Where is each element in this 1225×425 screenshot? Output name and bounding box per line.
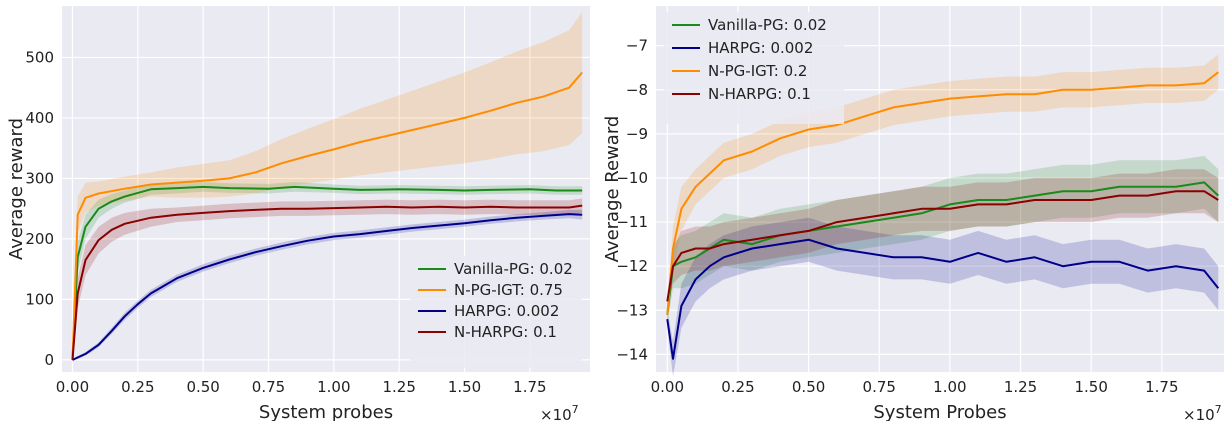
x-tick-label: 1.25 — [382, 378, 415, 396]
series-line-n-pg-igt — [71, 71, 583, 360]
series-band-n-pg-igt — [72, 12, 583, 363]
x-axis-label: System Probes — [873, 402, 1006, 421]
x-tick-label: 1.75 — [513, 378, 546, 396]
x-tick-label: 0.00 — [651, 378, 684, 396]
x-tick-label: 0.50 — [186, 378, 219, 396]
confidence-bands — [72, 12, 583, 363]
series-line-n-pg-igt — [666, 71, 1219, 315]
y-tick-label: −13 — [616, 301, 648, 319]
right-chart: 0.00 0.25 0.50 0.75 1.00 1.25 1.50 1.75 −14 −13 −1… — [602, 6, 1224, 424]
legend: Vanilla-PG: 0.02 HARPG: 0.002 N-PG-IGT: 0.… — [664, 12, 844, 124]
series-band-harpg — [72, 209, 583, 362]
series-band-harpg — [667, 217, 1219, 377]
x-tick-label: 1.50 — [1074, 378, 1107, 396]
y-tick-label: −8 — [626, 81, 648, 99]
y-tick-label: 500 — [25, 48, 54, 66]
y-axis-label: Average reward — [6, 118, 27, 260]
series-line-n-harpg — [71, 204, 583, 360]
y-tick-label: −7 — [626, 37, 648, 55]
legend-label: N-HARPG: 0.1 — [708, 85, 811, 103]
y-tick-label: −10 — [616, 169, 648, 187]
x-tick-label: 1.00 — [933, 378, 966, 396]
y-tick-label: −12 — [616, 257, 648, 275]
series-line-n-harpg — [666, 190, 1219, 302]
y-tick-label: 0 — [44, 351, 54, 369]
y-tick-label: 300 — [25, 169, 54, 187]
y-axis-label: Average Reward — [602, 116, 623, 263]
series-line-vanilla-pg — [71, 185, 583, 360]
legend: Vanilla-PG: 0.02 N-PG-IGT: 0.75 HARPG: 0.0… — [410, 256, 582, 368]
tick-labels: 0.00 0.25 0.50 0.75 1.00 1.25 1.50 1.75 −14 −13 −1… — [616, 37, 1178, 396]
series-lines — [71, 71, 583, 361]
legend-label: HARPG: 0.002 — [708, 39, 813, 57]
x-axis-multiplier: ×107 — [540, 403, 579, 421]
y-tick-label: 100 — [25, 290, 54, 308]
series-line-vanilla-pg — [666, 181, 1219, 315]
x-axis-label: System probes — [259, 402, 393, 421]
x-tick-label: 0.25 — [721, 378, 754, 396]
x-axis-multiplier: ×107 — [1183, 403, 1222, 421]
legend-label: N-HARPG: 0.1 — [454, 323, 557, 341]
y-tick-label: 400 — [25, 109, 54, 127]
x-tick-label: 0.25 — [121, 378, 154, 396]
legend-label: N-PG-IGT: 0.2 — [708, 62, 807, 80]
x-tick-label: 0.50 — [792, 378, 825, 396]
series-line-harpg — [666, 238, 1220, 360]
x-tick-label: 1.00 — [317, 378, 350, 396]
legend-box — [664, 12, 844, 124]
series-band-vanilla-pg — [667, 155, 1219, 324]
x-tick-label: 1.25 — [1004, 378, 1037, 396]
series-band-n-harpg — [72, 198, 583, 363]
tick-labels: 0.00 0.25 0.50 0.75 1.00 1.25 1.50 1.75 0 100 200 3… — [25, 48, 546, 396]
series-band-n-harpg — [667, 169, 1219, 311]
x-tick-label: 1.50 — [448, 378, 481, 396]
series-band-vanilla-pg — [72, 182, 583, 363]
x-tick-label: 0.00 — [56, 378, 89, 396]
legend-label: N-PG-IGT: 0.75 — [454, 281, 563, 299]
legend-label: HARPG: 0.002 — [454, 302, 559, 320]
y-tick-label: −11 — [616, 213, 648, 231]
y-tick-label: 200 — [25, 230, 54, 248]
x-tick-label: 0.75 — [863, 378, 896, 396]
y-tick-label: −14 — [616, 345, 648, 363]
x-tick-label: 0.75 — [252, 378, 285, 396]
x-tick-label: 1.75 — [1145, 378, 1178, 396]
left-chart: 0.00 0.25 0.50 0.75 1.00 1.25 1.50 1.75 0 100 200 3… — [6, 6, 590, 424]
y-tick-label: −9 — [626, 125, 648, 143]
legend-label: Vanilla-PG: 0.02 — [454, 260, 573, 278]
legend-label: Vanilla-PG: 0.02 — [708, 16, 827, 34]
series-lines — [666, 71, 1220, 360]
series-line-harpg — [72, 213, 583, 361]
